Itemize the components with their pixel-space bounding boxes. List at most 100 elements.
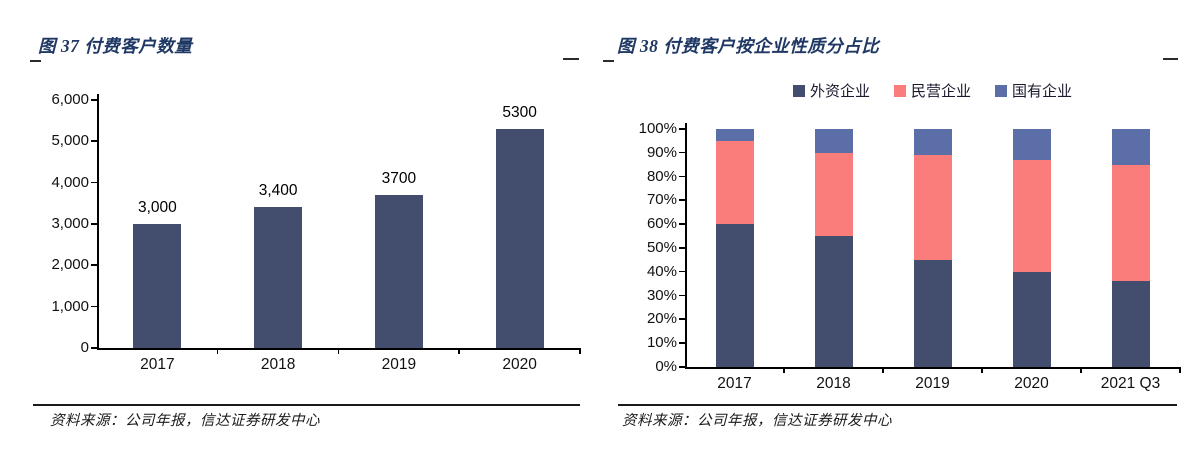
x-axis-tick-mark	[1080, 367, 1082, 373]
figure-37-title: 图 37 付费客户数量	[38, 36, 193, 56]
y-axis-tick-label: 70%	[646, 191, 677, 209]
y-axis-tick-mark	[679, 247, 685, 249]
x-axis-line	[685, 367, 1180, 369]
legend-item-国有企业: 国有企业	[995, 80, 1072, 101]
y-axis-line	[685, 123, 687, 367]
stack-segment-民营企业-2018	[814, 152, 853, 237]
stack-segment-外资企业-2021 Q3	[1111, 281, 1150, 367]
stack-segment-国有企业-2020	[1012, 129, 1051, 160]
figure-38-source: 资料来源：公司年报，信达证券研发中心	[622, 413, 892, 429]
stack-segment-外资企业-2019	[913, 259, 952, 367]
x-axis-category-label: 2019	[915, 375, 950, 392]
x-axis-category-label: 2018	[816, 375, 851, 392]
y-axis-tick-mark	[679, 223, 685, 225]
stack-segment-民营企业-2017	[715, 140, 754, 225]
x-axis-tick-mark	[458, 348, 460, 354]
y-axis-tick-label: 50%	[646, 239, 677, 256]
y-axis-tick-mark	[679, 175, 685, 178]
x-axis-category-label: 2017	[140, 356, 175, 373]
y-axis-tick-label: 10%	[646, 334, 677, 352]
stack-segment-外资企业-2018	[814, 236, 853, 367]
y-axis-tick-mark	[679, 151, 685, 154]
legend-swatch-icon	[995, 84, 1007, 97]
y-axis-tick-label: 5,000	[51, 132, 89, 150]
bar-2019	[374, 195, 423, 348]
y-axis-tick-label: 3,000	[51, 215, 89, 232]
x-axis-category-label: 2020	[1014, 375, 1049, 392]
y-axis-tick-label: 80%	[646, 167, 677, 185]
bar-value-label: 3700	[381, 170, 417, 188]
y-axis-tick-mark	[91, 347, 97, 349]
y-axis-tick-mark	[679, 270, 685, 273]
figure-38-legend: 外资企业 民营企业 国有企业	[685, 80, 1180, 101]
figure-38-title: 图 38 付费客户按企业性质分占比	[617, 36, 880, 56]
x-axis-tick-mark	[1179, 367, 1181, 373]
y-axis-tick-label: 40%	[646, 262, 677, 280]
stack-segment-国有企业-2017	[715, 129, 754, 141]
y-axis-tick-label: 6,000	[51, 91, 89, 108]
x-axis-tick-mark	[981, 367, 983, 373]
stack-segment-民营企业-2019	[913, 155, 952, 260]
stack-segment-外资企业-2017	[715, 224, 754, 367]
legend-item-外资企业: 外资企业	[792, 80, 870, 101]
y-axis-tick-mark	[679, 318, 685, 320]
figure-37-source-divider	[33, 404, 580, 406]
y-axis-tick-label: 90%	[646, 143, 677, 161]
y-axis-tick-mark	[91, 181, 97, 184]
y-axis-line	[97, 94, 99, 348]
x-axis-category-label: 2020	[502, 356, 537, 373]
x-axis-tick-mark	[216, 348, 219, 354]
y-axis-tick-mark	[91, 99, 97, 101]
bar-value-label: 5300	[502, 103, 537, 121]
x-axis-category-label: 2017	[717, 375, 752, 392]
bar-2020	[495, 128, 544, 348]
legend-swatch-icon	[893, 84, 906, 97]
legend-label: 外资企业	[809, 83, 870, 100]
y-axis-tick-mark	[679, 128, 685, 130]
y-axis-tick-label: 4,000	[51, 173, 89, 191]
x-axis-tick-mark	[882, 367, 884, 373]
bar-value-label: 3,400	[258, 182, 298, 200]
bar-2017	[133, 224, 182, 348]
legend-label: 国有企业	[1012, 83, 1073, 100]
y-axis-tick-mark	[91, 223, 97, 225]
figure-37-title-underscore-mark	[30, 60, 41, 62]
figure-38-right-dash-mark	[1163, 58, 1178, 60]
y-axis-tick-label: 0%	[655, 358, 677, 375]
stack-segment-民营企业-2020	[1012, 159, 1051, 272]
y-axis-tick-mark	[679, 199, 685, 201]
y-axis-tick-label: 20%	[646, 310, 677, 328]
figure-37-source: 资料来源：公司年报，信达证券研发中心	[50, 413, 320, 429]
stack-segment-民营企业-2021 Q3	[1111, 164, 1150, 282]
stack-segment-外资企业-2020	[1012, 271, 1051, 367]
figure-37-right-dash-mark	[563, 58, 579, 60]
bar-value-label: 3,000	[137, 199, 177, 216]
y-axis-tick-mark	[679, 342, 685, 344]
figure-38-title-underscore-mark	[603, 60, 614, 62]
x-axis-category-label: 2021 Q3	[1100, 375, 1161, 392]
y-axis-tick-mark	[679, 366, 685, 368]
x-axis-tick-mark	[337, 348, 339, 354]
y-axis-tick-label: 60%	[646, 215, 677, 233]
legend-item-民营企业: 民营企业	[893, 80, 971, 101]
y-axis-tick-mark	[91, 305, 97, 308]
y-axis-tick-mark	[91, 264, 97, 266]
y-axis-tick-label: 1,000	[51, 297, 89, 315]
y-axis-tick-mark	[679, 294, 685, 297]
bar-2018	[254, 207, 303, 348]
legend-swatch-icon	[792, 84, 805, 97]
stack-segment-国有企业-2021 Q3	[1111, 129, 1150, 165]
y-axis-tick-label: 2,000	[51, 256, 89, 274]
x-axis-tick-mark	[579, 348, 581, 354]
y-axis-tick-mark	[91, 140, 97, 142]
y-axis-tick-label: 30%	[646, 286, 677, 304]
x-axis-tick-mark	[783, 367, 785, 373]
y-axis-tick-label: 0	[80, 339, 89, 356]
y-axis-tick-label: 100%	[638, 120, 677, 137]
x-axis-category-label: 2018	[260, 356, 296, 373]
x-axis-category-label: 2019	[381, 356, 417, 373]
stack-segment-国有企业-2018	[814, 129, 853, 153]
stack-segment-国有企业-2019	[913, 129, 952, 156]
figure-38-source-divider	[618, 404, 1177, 406]
